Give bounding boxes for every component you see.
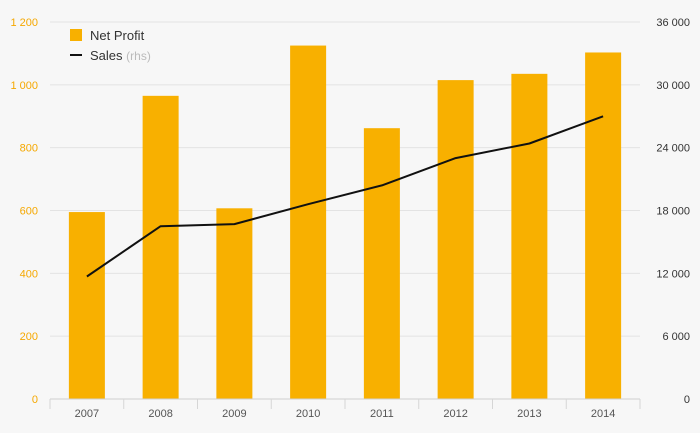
bar-net-profit-2014 bbox=[585, 52, 622, 399]
x-tick-label-2014: 2014 bbox=[591, 408, 615, 420]
axes: 2007 2008 2009 2010 2011 2012 2013 2014 0 200 400 6… bbox=[10, 17, 690, 420]
x-tick-label-2012: 2012 bbox=[443, 408, 467, 420]
legend-label-net-profit: Net Profit bbox=[90, 28, 145, 43]
y-left-tick-label-0: 0 bbox=[32, 394, 38, 406]
y-left-tick-label-4: 800 bbox=[20, 143, 38, 155]
y-left-tick-label-5: 1 000 bbox=[10, 80, 38, 92]
x-tick-label-2009: 2009 bbox=[222, 408, 246, 420]
legend-note-rhs: (rhs) bbox=[126, 49, 151, 63]
y-right-tick-label-6: 36 000 bbox=[656, 17, 690, 29]
y-right-tick-label-0: 0 bbox=[684, 394, 690, 406]
legend: Net Profit Sales (rhs) bbox=[70, 28, 151, 63]
legend-label-sales: Sales (rhs) bbox=[90, 48, 151, 63]
gridlines bbox=[50, 21, 640, 337]
legend-swatch-net-profit bbox=[70, 29, 82, 41]
bar-series bbox=[68, 45, 622, 400]
y-left-tick-label-6: 1 200 bbox=[10, 17, 38, 29]
y-right-tick-label-2: 12 000 bbox=[656, 268, 690, 280]
x-tick-label-2010: 2010 bbox=[296, 408, 320, 420]
bar-net-profit-2010 bbox=[290, 45, 327, 399]
bar-net-profit-2012 bbox=[437, 80, 474, 399]
line-series bbox=[86, 115, 604, 278]
y-right-tick-label-1: 6 000 bbox=[662, 331, 690, 343]
x-tick-label-2008: 2008 bbox=[148, 408, 172, 420]
bar-net-profit-2008 bbox=[142, 95, 179, 400]
bar-net-profit-2009 bbox=[216, 208, 253, 399]
bar-net-profit-2011 bbox=[363, 128, 400, 399]
bar-net-profit-2007 bbox=[68, 212, 105, 399]
y-right-tick-label-3: 18 000 bbox=[656, 206, 690, 218]
line-sales bbox=[86, 115, 604, 278]
y-right-tick-label-5: 30 000 bbox=[656, 80, 690, 92]
y-left-tick-label-3: 600 bbox=[20, 206, 38, 218]
x-tick-label-2011: 2011 bbox=[370, 408, 394, 420]
y-left-tick-label-2: 400 bbox=[20, 268, 38, 280]
y-right-tick-label-4: 24 000 bbox=[656, 143, 690, 155]
bar-net-profit-2013 bbox=[511, 73, 548, 400]
y-left-tick-label-1: 200 bbox=[20, 331, 38, 343]
x-tick-label-2007: 2007 bbox=[75, 408, 99, 420]
x-tick-label-2013: 2013 bbox=[517, 408, 541, 420]
